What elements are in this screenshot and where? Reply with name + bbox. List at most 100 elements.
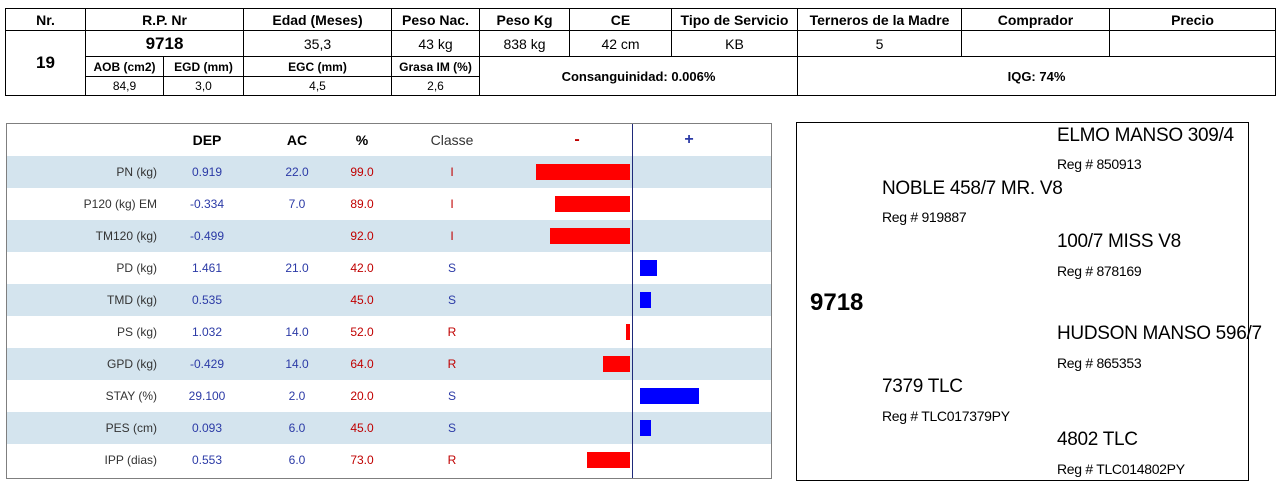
sub-labels-row: AOB (cm2) EGD (mm) EGC (mm) Grasa IM (%)… (6, 56, 1276, 96)
dep-value: -0.429 (189, 357, 225, 371)
col-ce: CE (569, 8, 672, 31)
trait-label: STAY (%) (105, 389, 157, 403)
dep-row: IPP (dias) 0.553 6.0 73.0 R (7, 444, 771, 476)
dep-value: 0.553 (191, 453, 223, 467)
dam-reg: Reg # TLC017379PY (882, 408, 1010, 424)
animal-summary-table: Nr. R.P. Nr Edad (Meses) Peso Nac. Peso … (5, 8, 1276, 96)
nr-value: 19 (5, 30, 86, 96)
ac-header: AC (286, 132, 308, 148)
dep-bar (640, 260, 657, 276)
minus-header: - (574, 131, 580, 148)
dep-bar (587, 452, 630, 468)
dam-name: 7379 TLC (882, 376, 963, 397)
sire-dam-reg: Reg # 878169 (1057, 263, 1142, 279)
dep-value: -0.334 (189, 197, 225, 211)
classe-value: S (447, 421, 456, 435)
dep-bar (555, 196, 630, 212)
trait-label: PN (kg) (116, 165, 157, 179)
classe-value: I (450, 229, 454, 243)
col-precio: Precio (1109, 8, 1276, 31)
dam-sire-name: HUDSON MANSO 596/7 (1057, 323, 1262, 344)
dep-bar (603, 356, 630, 372)
trait-label: PS (kg) (116, 325, 157, 339)
terneros-value: 5 (797, 30, 962, 57)
summary-values-row: 19 9718 35,3 43 kg 838 kg 42 cm KB 5 (5, 30, 1276, 96)
col-nr: Nr. (5, 8, 86, 31)
pct-value: 73.0 (350, 453, 374, 467)
trait-label: TM120 (kg) (95, 229, 157, 243)
precio-value (1109, 30, 1276, 57)
col-peso-kg: Peso Kg (479, 8, 570, 31)
pct-header: % (355, 132, 369, 148)
pct-value: 42.0 (350, 261, 374, 275)
peso-nac-value: 43 kg (391, 30, 480, 57)
aob-value: 84,9 (85, 76, 164, 96)
dep-bar (626, 324, 630, 340)
dep-bar (640, 420, 651, 436)
dep-row: GPD (kg) -0.429 14.0 64.0 R (7, 348, 771, 380)
peso-kg-value: 838 kg (479, 30, 570, 57)
dep-row: TM120 (kg) -0.499 92.0 I (7, 220, 771, 252)
iqg: IQG: 74% (797, 56, 1276, 96)
sire-reg: Reg # 919887 (882, 209, 967, 225)
dep-row: TMD (kg) 0.535 45.0 S (7, 284, 771, 316)
sire-sire-name: ELMO MANSO 309/4 (1057, 125, 1234, 146)
trait-label: PES (cm) (105, 421, 157, 435)
col-terneros: Terneros de la Madre (797, 8, 962, 31)
egc-label: EGC (mm) (243, 56, 392, 77)
pedigree-box: ELMO MANSO 309/4 Reg # 850913 NOBLE 458/… (796, 122, 1262, 481)
sire-sire-reg: Reg # 850913 (1057, 156, 1142, 172)
classe-value: I (450, 197, 454, 211)
ac-value: 6.0 (288, 453, 306, 467)
egc-value: 4,5 (243, 76, 392, 96)
classe-value: S (447, 389, 456, 403)
dep-row: PD (kg) 1.461 21.0 42.0 S (7, 252, 771, 284)
pct-value: 99.0 (350, 165, 374, 179)
ac-value: 21.0 (285, 261, 309, 275)
pct-value: 45.0 (350, 293, 374, 307)
col-rp: R.P. Nr (85, 8, 244, 31)
plus-header: + (684, 131, 694, 148)
pct-value: 89.0 (350, 197, 374, 211)
ac-value: 6.0 (288, 421, 306, 435)
ac-value: 2.0 (288, 389, 306, 403)
sub-values-row: 84,9 3,0 4,5 2,6 (6, 76, 1276, 96)
pct-value: 64.0 (350, 357, 374, 371)
egd-label: EGD (mm) (163, 56, 244, 77)
animal-id: 9718 (810, 289, 864, 316)
bar-axis (632, 124, 633, 478)
classe-value: R (447, 453, 457, 467)
rp-value: 9718 (85, 30, 244, 57)
dep-value: 0.093 (191, 421, 223, 435)
dep-value: 0.535 (191, 293, 223, 307)
ac-value: 7.0 (288, 197, 306, 211)
dep-row: PN (kg) 0.919 22.0 99.0 I (7, 156, 771, 188)
trait-label: P120 (kg) EM (83, 197, 157, 211)
classe-value: R (447, 357, 457, 371)
col-edad: Edad (Meses) (243, 8, 392, 31)
dam-dam-name: 4802 TLC (1057, 429, 1138, 450)
dep-row: P120 (kg) EM -0.334 7.0 89.0 I (7, 188, 771, 220)
dep-value: -0.499 (189, 229, 225, 243)
sire-name: NOBLE 458/7 MR. V8 (882, 178, 1063, 199)
classe-header: Classe (430, 132, 474, 148)
ac-value: 14.0 (285, 357, 309, 371)
aob-label: AOB (cm2) (85, 56, 164, 77)
grasa-label: Grasa IM (%) (391, 56, 480, 77)
classe-value: S (447, 261, 456, 275)
dep-header: DEP (192, 132, 222, 148)
comprador-value (961, 30, 1110, 57)
ce-value: 42 cm (569, 30, 672, 57)
classe-value: S (447, 293, 456, 307)
trait-label: TMD (kg) (107, 293, 157, 307)
dep-table: DEP AC % Classe - + PN (kg) 0.919 22.0 99.0… (6, 123, 772, 479)
dep-bar (640, 388, 699, 404)
dep-bar (536, 164, 630, 180)
col-tipo-servicio: Tipo de Servicio (671, 8, 798, 31)
dep-value: 0.919 (191, 165, 223, 179)
edad-value: 35,3 (243, 30, 392, 57)
dam-sire-reg: Reg # 865353 (1057, 355, 1142, 371)
dep-row: PS (kg) 1.032 14.0 52.0 R (7, 316, 771, 348)
ac-value: 22.0 (285, 165, 309, 179)
dep-value: 29.100 (188, 389, 226, 403)
